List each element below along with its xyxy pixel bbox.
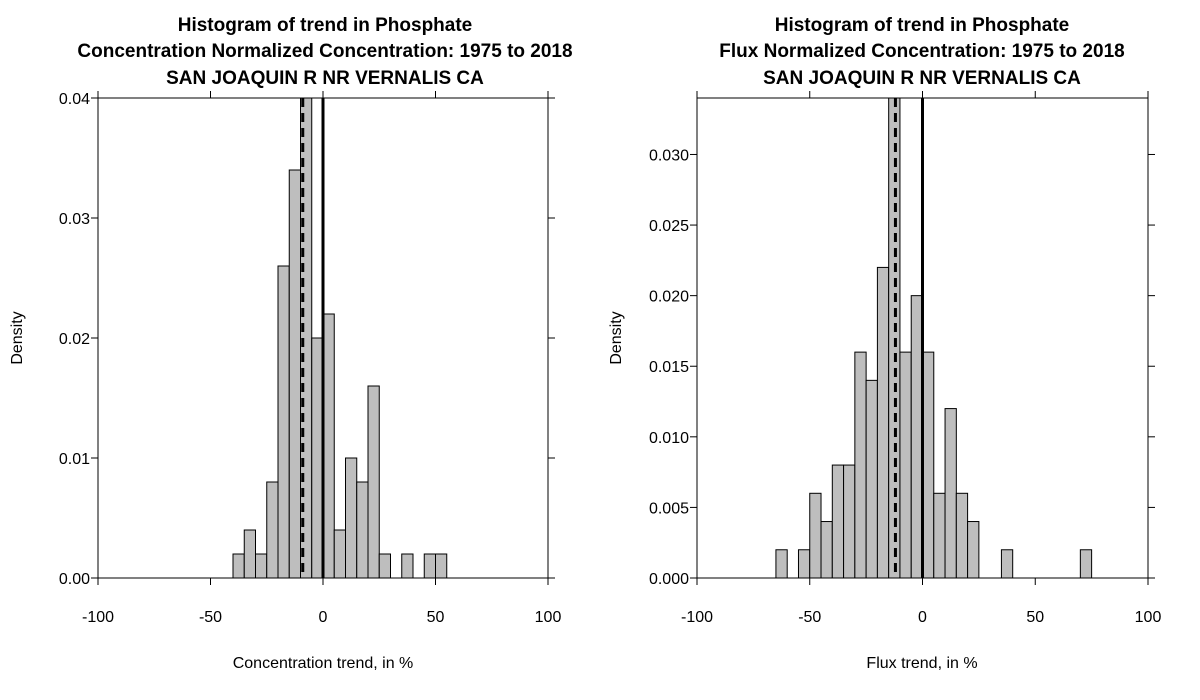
x-tick-label: 50 [427, 609, 445, 626]
y-tick-label: 0.03 [59, 211, 90, 228]
histogram-bar [1000, 549, 1014, 579]
histogram-bar [266, 481, 279, 579]
x-tick-label: -50 [798, 609, 821, 626]
y-axis-label: Density [608, 311, 625, 364]
flux-histogram-panel: Histogram of trend in Phosphate Flux Nor… [608, 15, 1161, 672]
x-tick-label: 0 [319, 609, 328, 626]
y-axis: 0.00 0.01 0.02 0.03 0.04 [59, 91, 555, 588]
histogram-bar [831, 464, 845, 579]
histogram-bar [899, 351, 912, 579]
histogram-bar [922, 351, 935, 579]
chart-title-line-2: Concentration Normalized Concentration: … [77, 41, 572, 62]
histogram-bar [1079, 549, 1093, 579]
plot-frame [696, 97, 1149, 579]
bars-group [232, 97, 448, 579]
histogram-bar [356, 481, 369, 579]
histogram-bar [820, 521, 833, 579]
bars-group [775, 97, 1093, 579]
histogram-bar [401, 553, 414, 579]
chart-title-line-3: SAN JOAQUIN R NR VERNALIS CA [763, 68, 1081, 89]
y-tick-label: 0.005 [649, 500, 689, 517]
chart-title-line-2: Flux Normalized Concentration: 1975 to 2… [719, 41, 1124, 62]
histogram-bar [288, 169, 301, 579]
histogram-bar [255, 553, 268, 579]
y-tick-label: 0.04 [59, 91, 90, 108]
y-tick-label: 0.01 [59, 451, 90, 468]
histogram-bar [910, 295, 923, 579]
chart-title-line-1: Histogram of trend in Phosphate [178, 15, 473, 36]
y-tick-label: 0.030 [649, 147, 689, 164]
histogram-bar [876, 266, 890, 579]
x-tick-label: -100 [82, 609, 114, 626]
histogram-bar [944, 408, 957, 579]
y-tick-label: 0.010 [649, 430, 689, 447]
x-axis: -100 -50 0 50 100 [681, 91, 1161, 626]
histogram-bar [435, 553, 448, 579]
histogram-bar [311, 337, 324, 579]
histogram-bar [243, 529, 256, 579]
y-axis-label: Density [9, 311, 26, 364]
x-tick-label: 0 [918, 609, 927, 626]
x-axis-label: Flux trend, in % [866, 655, 977, 672]
reference-lines [893, 98, 924, 578]
x-axis: -100 -50 0 50 100 [82, 91, 561, 626]
reference-lines [301, 98, 325, 578]
histogram-bar [367, 385, 380, 579]
histogram-bar [955, 492, 969, 579]
x-axis-label: Concentration trend, in % [233, 655, 414, 672]
histogram-bar [775, 549, 788, 579]
histogram-bar [933, 492, 946, 579]
x-tick-label: -50 [199, 609, 222, 626]
histogram-bar [277, 265, 290, 579]
histogram-bar [967, 521, 980, 579]
y-tick-label: 0.025 [649, 218, 689, 235]
histogram-bar [797, 549, 811, 579]
y-tick-label: 0.000 [649, 571, 689, 588]
concentration-histogram-panel: Histogram of trend in Phosphate Concentr… [9, 15, 573, 672]
histogram-bar [333, 529, 346, 579]
histogram-bar [843, 464, 856, 579]
x-tick-label: 100 [535, 609, 562, 626]
chart-title-line-1: Histogram of trend in Phosphate [775, 15, 1070, 36]
histogram-bar [322, 313, 335, 579]
histogram-bar [232, 553, 245, 579]
x-tick-label: 50 [1026, 609, 1044, 626]
y-tick-label: 0.015 [649, 359, 689, 376]
x-tick-label: 100 [1135, 609, 1162, 626]
y-tick-label: 0.00 [59, 571, 90, 588]
histogram-bar [865, 379, 878, 579]
chart-title-line-3: SAN JOAQUIN R NR VERNALIS CA [166, 68, 484, 89]
plot-frame [97, 97, 549, 579]
histogram-bar [378, 553, 391, 579]
histogram-bar [423, 553, 436, 579]
y-tick-label: 0.020 [649, 289, 689, 306]
x-tick-label: -100 [681, 609, 713, 626]
histogram-bar [345, 457, 358, 579]
y-tick-label: 0.02 [59, 331, 90, 348]
histogram-bar [809, 492, 822, 579]
y-axis: 0.000 0.005 0.010 0.015 0.020 0.025 0.030 [649, 147, 1155, 588]
histogram-bar [854, 351, 867, 579]
